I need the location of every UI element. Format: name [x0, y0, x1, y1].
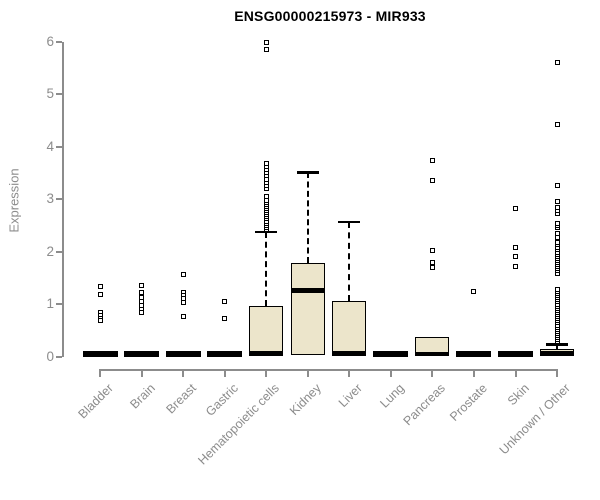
collapsed-box: [165, 351, 201, 357]
outlier-point: [180, 314, 186, 320]
y-axis-tick: [56, 145, 62, 148]
outlier-point: [97, 283, 103, 289]
x-axis-tick: [265, 369, 268, 377]
x-axis-tick: [223, 369, 226, 377]
x-category-label: Lung: [377, 381, 407, 411]
x-category-label: Pancreas: [401, 381, 449, 429]
outlier-point: [513, 206, 518, 212]
outlier-point: [97, 292, 103, 298]
outlier-point: [263, 194, 269, 200]
x-axis-line: [99, 369, 559, 371]
outlier-point: [222, 316, 228, 322]
outlier-point: [554, 286, 560, 292]
y-axis-tick: [56, 250, 62, 253]
collapsed-box: [373, 351, 409, 357]
median-line: [540, 351, 575, 356]
y-tick-label: 5: [46, 86, 54, 101]
outlier-point: [139, 310, 145, 316]
y-tick-label: 6: [46, 33, 54, 49]
x-axis-tick: [99, 369, 101, 377]
outlier-point: [471, 288, 477, 294]
whisker-cap: [338, 220, 361, 224]
x-axis-tick: [514, 369, 517, 377]
outlier-point: [513, 264, 518, 270]
outlier-point: [180, 299, 186, 305]
x-axis-tick: [348, 369, 351, 377]
outlier-point: [263, 46, 269, 52]
y-axis-tick: [56, 303, 62, 305]
outlier-point: [554, 182, 560, 188]
y-tick-label: 3: [46, 191, 54, 206]
x-axis-tick: [472, 369, 475, 377]
upper-whisker: [348, 221, 351, 302]
upper-whisker: [265, 231, 268, 306]
x-axis-tick: [140, 369, 143, 377]
y-axis-tick: [56, 93, 62, 95]
whisker-cap: [296, 171, 319, 174]
median-line: [249, 351, 284, 356]
outlier-point: [139, 289, 145, 295]
x-axis-tick: [389, 369, 392, 377]
x-category-label: Hematopoietic cells: [195, 381, 283, 468]
median-line: [290, 288, 325, 293]
y-axis-line: [61, 41, 64, 357]
collapsed-box: [456, 351, 492, 357]
collapsed-box: [124, 351, 160, 357]
outlier-point: [554, 60, 560, 65]
x-category-label: Gastric: [202, 381, 241, 419]
x-category-label: Breast: [163, 381, 199, 417]
outlier-point: [554, 199, 560, 205]
outlier-point: [429, 264, 435, 270]
chart-title: ENSG00000215973 - MIR933: [234, 8, 426, 24]
collapsed-box: [82, 351, 118, 357]
upper-whisker: [556, 344, 559, 349]
x-category-label: Liver: [336, 381, 366, 411]
outlier-point: [222, 298, 228, 304]
y-tick-label: 4: [46, 138, 54, 154]
box: [332, 301, 367, 355]
box: [249, 305, 284, 356]
outlier-point: [513, 254, 518, 260]
outlier-point: [263, 39, 269, 45]
x-axis-tick: [431, 369, 434, 377]
outlier-point: [554, 205, 560, 211]
collapsed-box: [207, 351, 243, 357]
outlier-point: [429, 157, 435, 163]
y-tick-label: 1: [46, 296, 54, 311]
whisker-cap: [546, 343, 569, 346]
box: [290, 262, 325, 355]
outlier-point: [513, 244, 518, 250]
outlier-point: [554, 122, 560, 128]
median-line: [415, 351, 450, 357]
y-axis-tick: [56, 40, 62, 43]
y-axis-tick: [56, 355, 62, 358]
x-category-label: Prostate: [447, 381, 490, 424]
outlier-point: [554, 230, 560, 236]
outlier-point: [554, 235, 560, 241]
outlier-point: [429, 248, 435, 254]
outlier-point: [180, 271, 186, 277]
outlier-point: [429, 259, 435, 265]
median-line: [332, 351, 367, 356]
y-tick-label: 0: [46, 348, 54, 364]
y-tick-label: 2: [46, 243, 54, 259]
outlier-point: [139, 283, 145, 289]
outlier-point: [554, 220, 560, 226]
y-axis-label: Expression: [6, 168, 22, 233]
x-category-label: Brain: [126, 381, 158, 412]
upper-whisker: [306, 172, 309, 263]
outlier-point: [429, 178, 435, 184]
x-category-label: Kidney: [286, 381, 324, 418]
x-axis-tick: [306, 369, 309, 377]
y-axis-tick: [56, 198, 62, 200]
outlier-point: [97, 318, 103, 324]
x-axis-tick: [182, 369, 185, 377]
collapsed-box: [498, 351, 533, 357]
x-axis-tick: [556, 369, 559, 377]
x-category-label: Bladder: [75, 381, 116, 422]
outlier-point: [263, 160, 269, 166]
x-category-label: Unknown / Other: [496, 381, 573, 458]
x-category-label: Skin: [504, 381, 532, 409]
